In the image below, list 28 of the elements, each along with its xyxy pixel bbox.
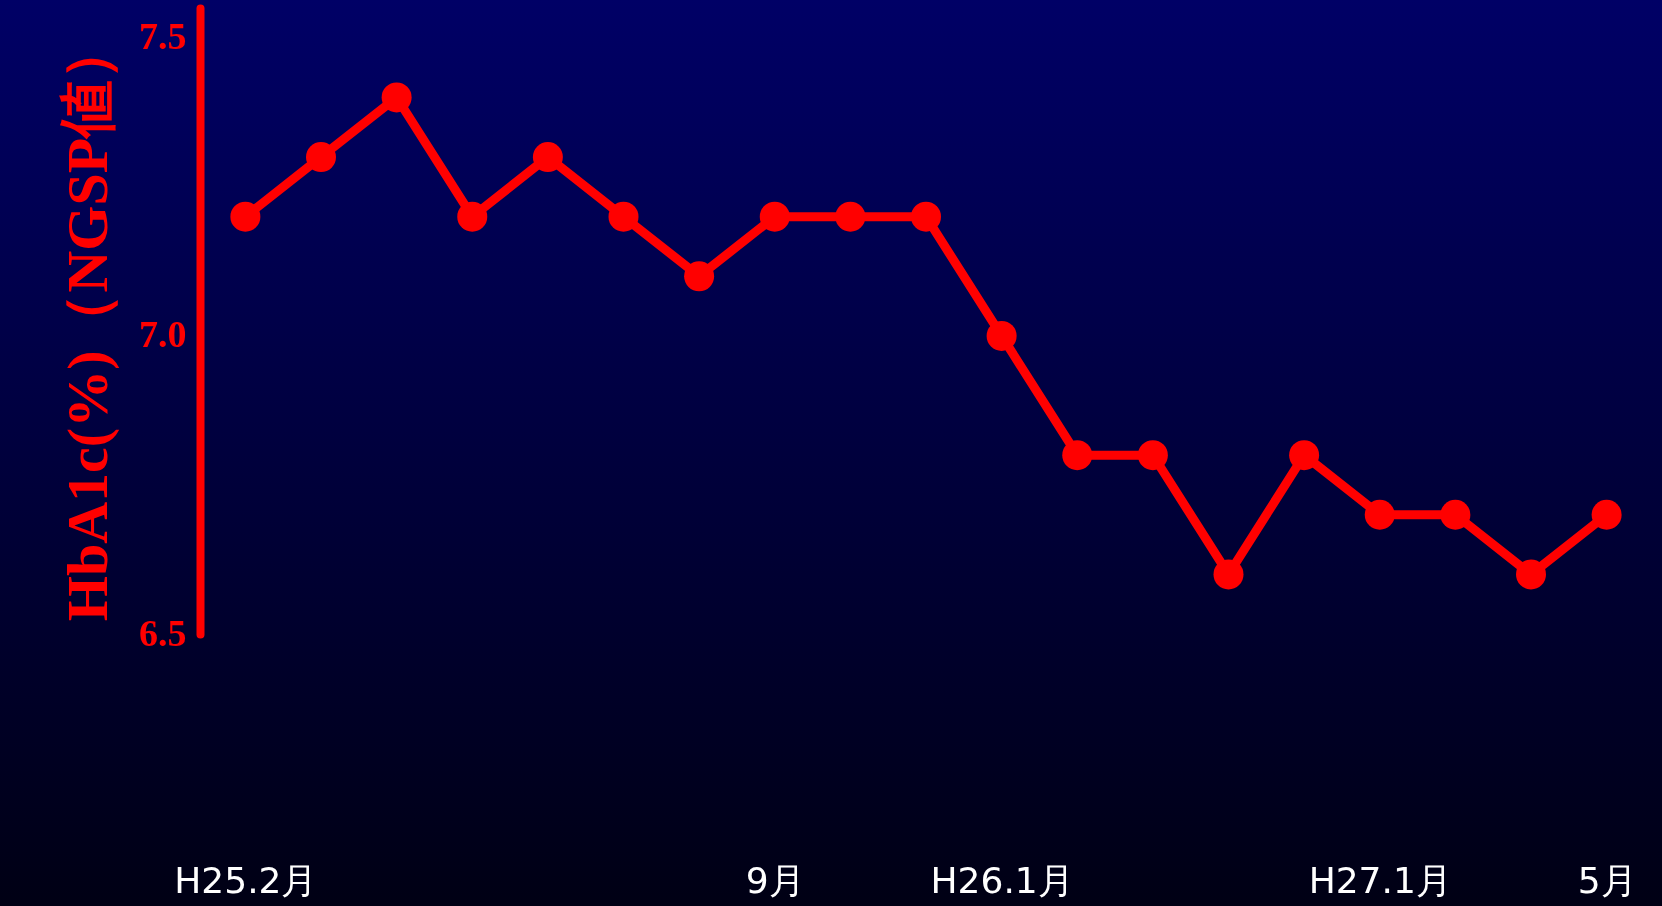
y-tick-label: 6.5	[139, 611, 187, 654]
point	[1364, 499, 1395, 530]
point	[608, 201, 639, 232]
point	[230, 201, 261, 232]
point	[1440, 499, 1471, 530]
point	[532, 142, 563, 173]
point	[1137, 440, 1168, 471]
point	[1516, 559, 1546, 590]
x-tick-label: 5月	[1577, 859, 1637, 901]
x-tick-label: H26.1月	[930, 859, 1074, 901]
y-tick-label: 7.0	[139, 313, 187, 356]
point	[457, 201, 488, 232]
point	[1213, 559, 1244, 590]
x-tick-label: 9月	[745, 859, 805, 901]
point	[381, 82, 412, 113]
x-tick-label: H25.2月	[174, 859, 318, 901]
point	[1289, 440, 1320, 471]
point	[306, 142, 336, 173]
point	[684, 261, 715, 292]
point	[911, 201, 941, 232]
point	[1062, 440, 1093, 471]
y-tick-label: 7.5	[139, 15, 187, 58]
point	[759, 201, 790, 232]
point	[986, 320, 1017, 351]
x-tick-label: H27.1月	[1308, 859, 1452, 901]
point	[835, 201, 866, 232]
point	[1591, 499, 1622, 530]
y-axis-title: HbA1c(%)（NGSP値）	[55, 21, 120, 622]
